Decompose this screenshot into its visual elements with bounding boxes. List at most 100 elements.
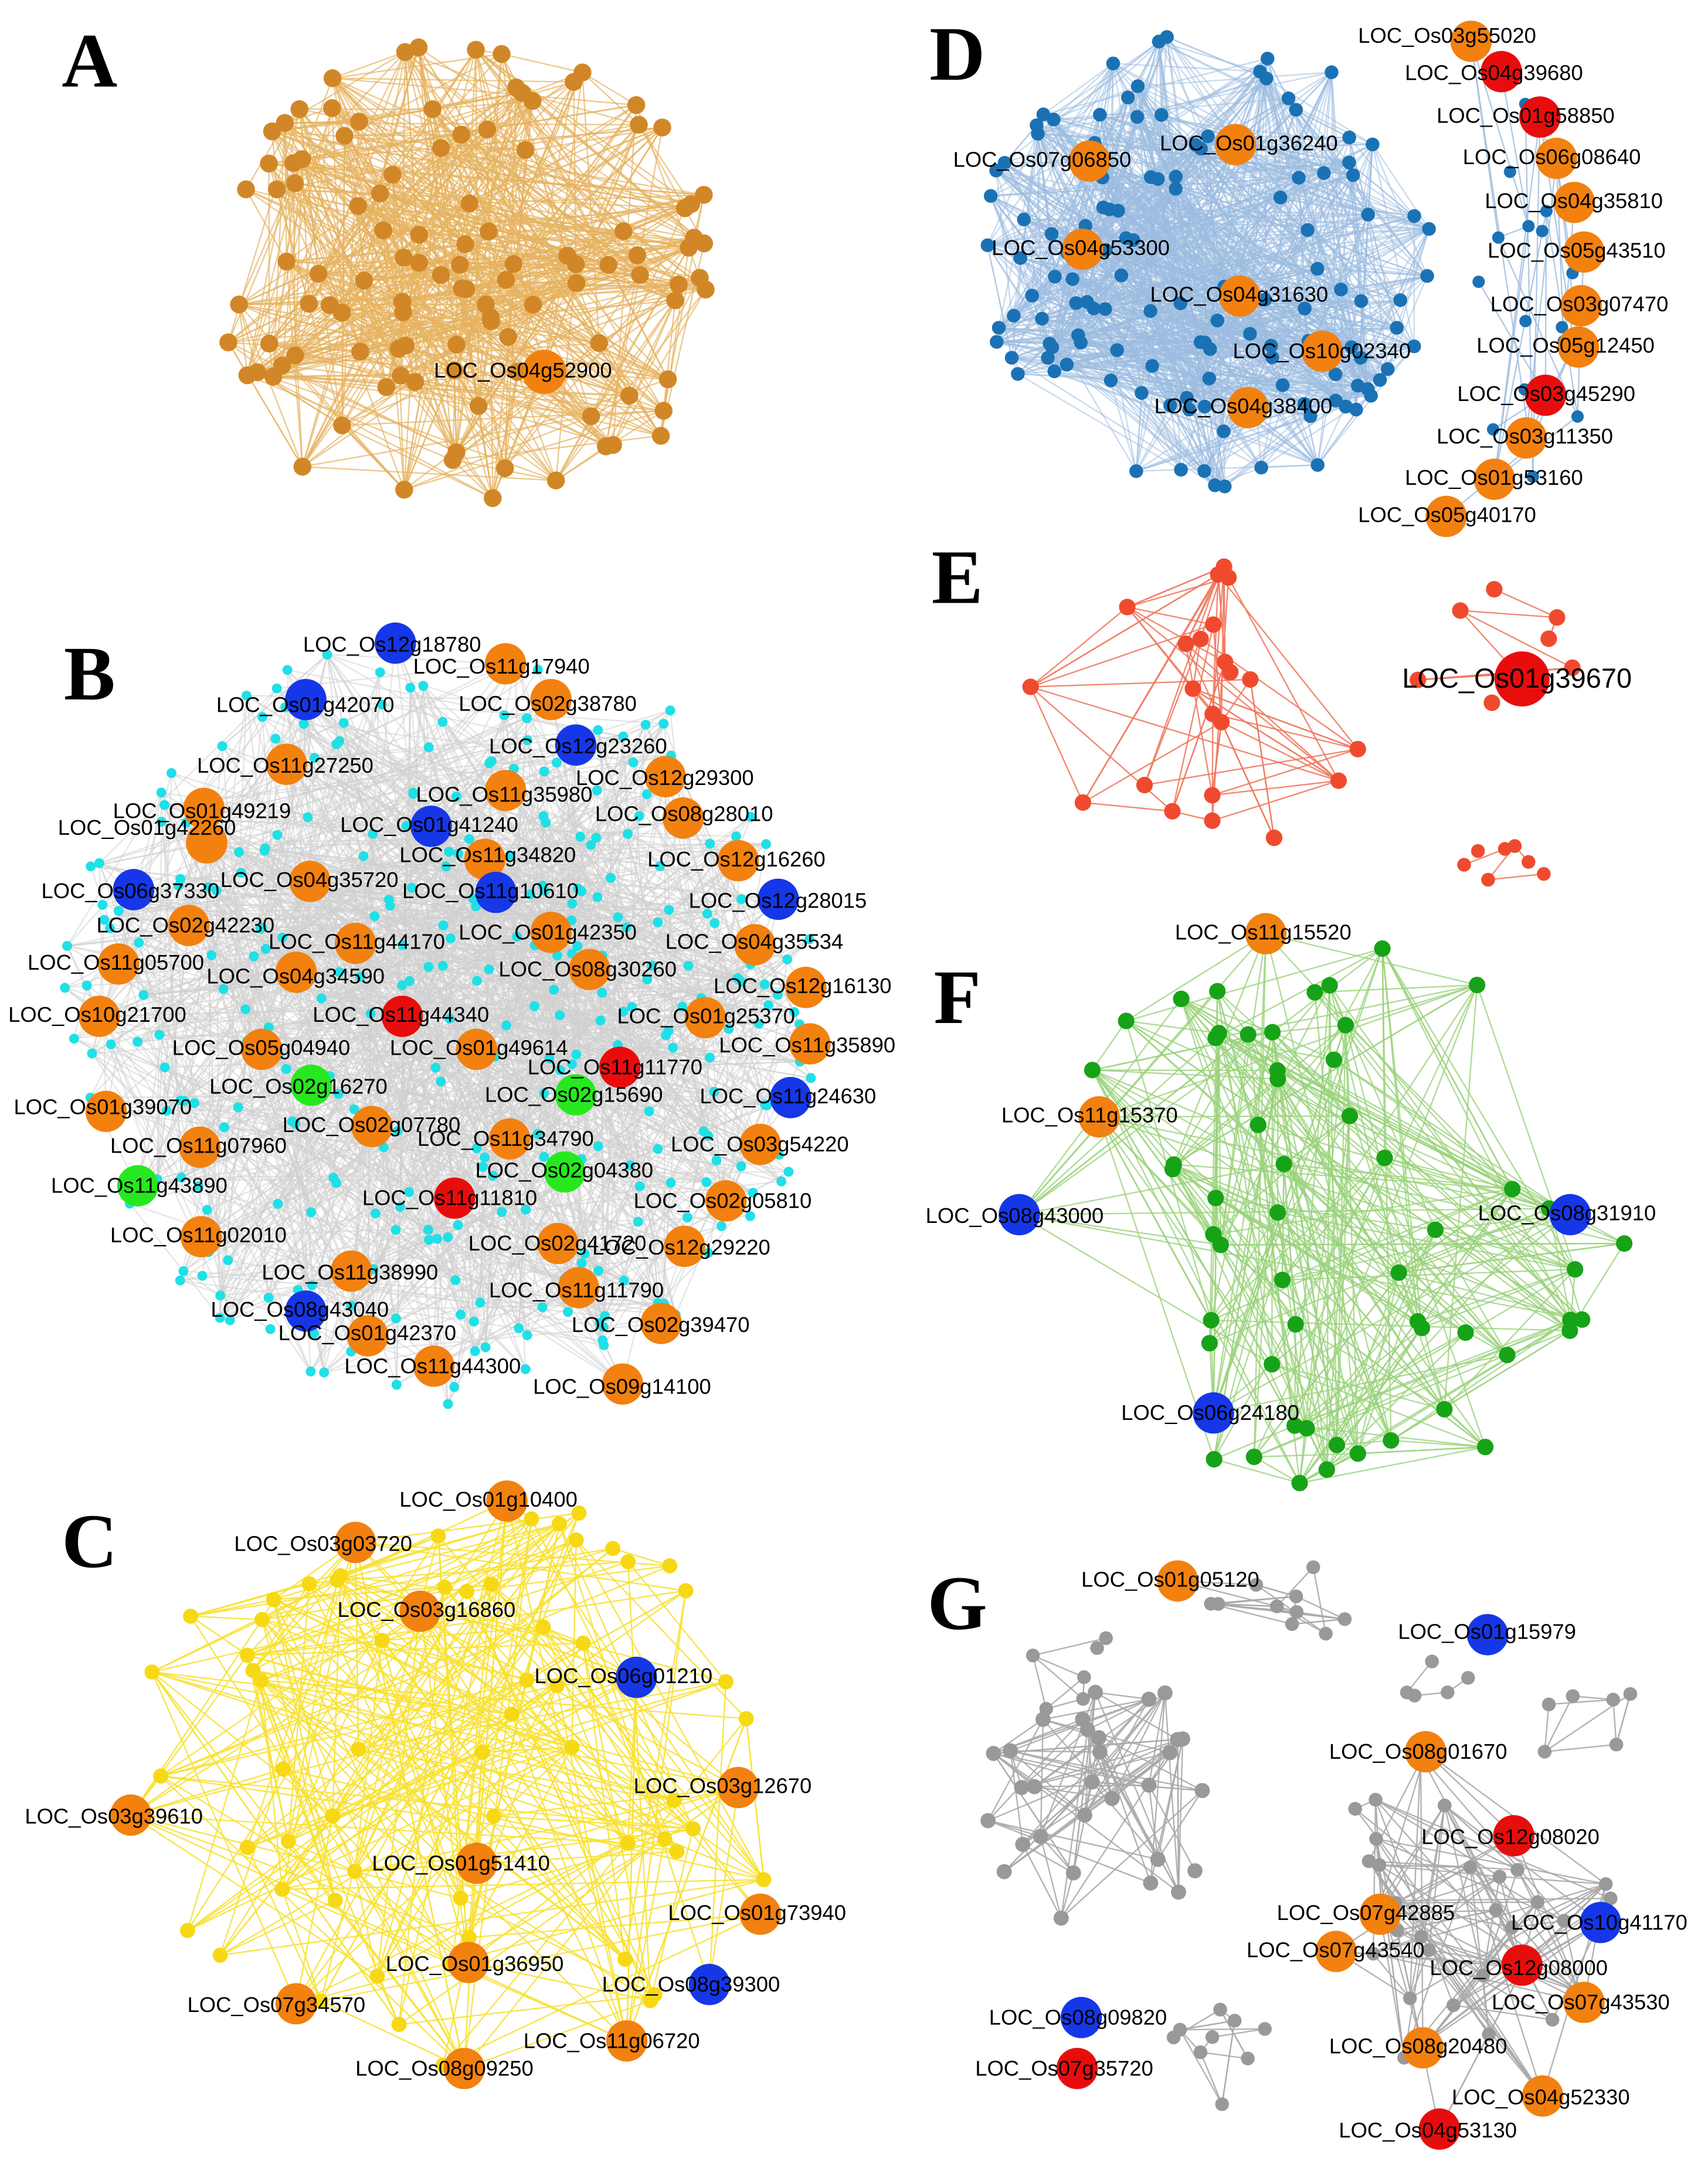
edge	[320, 2000, 465, 2069]
edge	[275, 738, 555, 991]
edge	[282, 1878, 764, 1890]
edge	[1080, 342, 1182, 471]
node	[756, 1872, 772, 1888]
edge	[518, 1327, 605, 1346]
edge	[305, 699, 707, 1183]
edge	[110, 1044, 185, 1102]
node	[266, 1592, 281, 1608]
node	[524, 1511, 539, 1527]
node	[483, 1576, 499, 1592]
edge	[190, 1615, 248, 1656]
node	[456, 235, 474, 253]
edge	[1018, 1214, 1272, 1365]
node	[475, 1297, 485, 1308]
node	[298, 719, 309, 729]
edge	[151, 1671, 465, 2069]
node	[783, 1167, 794, 1177]
edge	[326, 654, 444, 966]
edge	[219, 1513, 580, 1956]
node	[467, 40, 485, 59]
edge	[1387, 276, 1428, 370]
edge	[1212, 780, 1339, 821]
node	[371, 184, 389, 203]
node	[474, 1745, 490, 1761]
edge	[297, 987, 560, 1016]
edge	[461, 92, 523, 135]
edge	[239, 851, 766, 1106]
node	[685, 229, 703, 247]
edge	[419, 1610, 656, 1996]
edge	[1091, 1781, 1159, 1860]
edge	[400, 304, 534, 376]
node	[654, 402, 673, 420]
node	[69, 1034, 79, 1044]
edge	[417, 47, 454, 460]
node	[300, 294, 318, 313]
node	[332, 304, 351, 322]
edge	[309, 881, 430, 1241]
edge	[273, 1599, 336, 1901]
node	[280, 1833, 296, 1849]
edge	[522, 92, 639, 125]
edge	[271, 131, 402, 376]
edge	[516, 736, 624, 937]
edge	[354, 1871, 469, 1963]
node	[180, 1922, 195, 1938]
node	[405, 682, 416, 693]
edge	[252, 1670, 289, 1841]
edge	[354, 1850, 677, 1872]
node	[350, 113, 368, 131]
node	[617, 1952, 633, 1967]
edge	[485, 284, 679, 305]
edge	[219, 1500, 508, 1956]
edge	[1195, 144, 1401, 301]
node	[620, 386, 639, 405]
edge	[403, 410, 664, 491]
edge	[351, 1323, 661, 1352]
edge	[227, 342, 303, 467]
edge	[228, 300, 675, 344]
node	[520, 1364, 531, 1374]
edge	[320, 1540, 577, 2001]
edge	[456, 100, 534, 345]
edge	[180, 878, 751, 965]
edge	[490, 104, 637, 318]
edge	[1221, 721, 1339, 781]
node	[249, 951, 259, 961]
edge	[321, 1914, 760, 2002]
edge	[337, 1535, 439, 1581]
edge	[1323, 172, 1428, 277]
node	[197, 1270, 208, 1281]
node	[60, 983, 70, 993]
node	[325, 1808, 341, 1824]
edge	[590, 300, 676, 417]
node	[665, 705, 675, 716]
node	[450, 256, 469, 274]
node	[395, 249, 413, 267]
node	[599, 256, 617, 274]
node	[271, 683, 282, 694]
edge	[203, 808, 337, 1184]
node	[630, 115, 648, 134]
node	[281, 1063, 291, 1074]
node	[658, 719, 669, 729]
node	[267, 180, 286, 199]
edge	[99, 688, 277, 864]
edge	[246, 108, 300, 376]
edge	[405, 51, 680, 286]
edge	[582, 1643, 678, 1852]
node	[253, 1673, 269, 1688]
node	[478, 120, 497, 139]
edge	[702, 1057, 711, 1131]
edge	[281, 1815, 334, 1890]
edge	[1100, 57, 1268, 165]
edge	[1033, 1654, 1085, 1678]
edge	[310, 816, 752, 1372]
edge	[486, 129, 545, 372]
edge	[284, 121, 359, 124]
node	[538, 811, 549, 821]
edge	[219, 1542, 356, 1956]
edge	[464, 100, 534, 245]
node	[230, 295, 248, 314]
edge	[660, 1011, 795, 1324]
